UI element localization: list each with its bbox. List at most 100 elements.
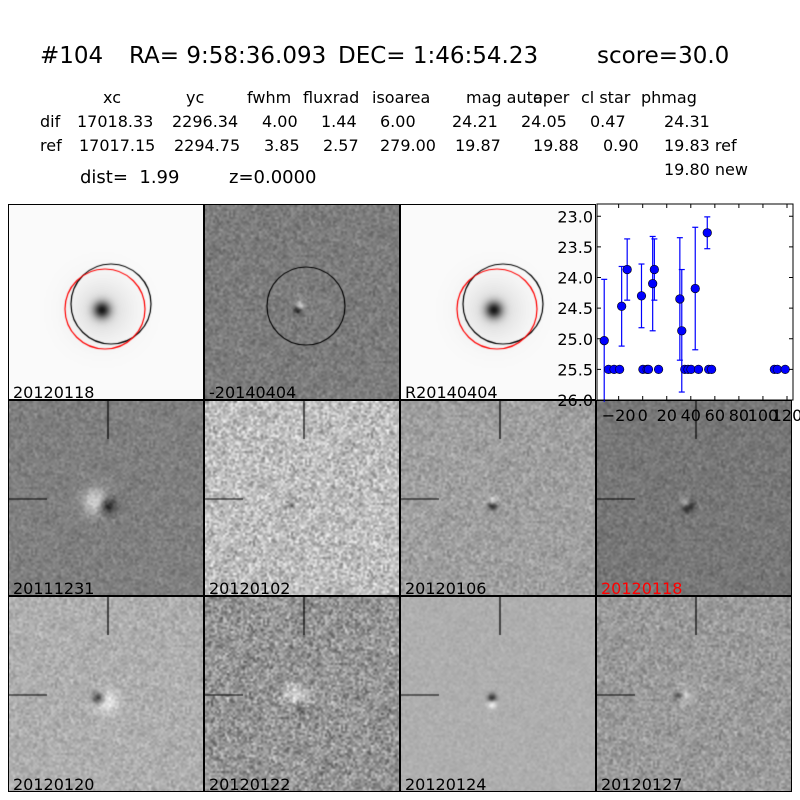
image-stamp: 20120102 (204, 400, 400, 596)
stamp-date-label: 20120102 (209, 579, 291, 596)
x-tick-label: 40 (681, 406, 701, 425)
image-stamp: 20120124 (400, 596, 596, 792)
stamp-date-label: 20111231 (13, 579, 95, 596)
row-value: 4.00 (262, 112, 298, 131)
stamp-image (597, 401, 791, 595)
data-point (599, 335, 609, 346)
data-point (677, 326, 687, 336)
data-point (690, 283, 700, 294)
z-value: z=0.0000 (229, 167, 317, 188)
stamp-image (9, 205, 203, 399)
score-value: score=30.0 (597, 43, 730, 69)
data-point (706, 364, 717, 374)
x-tick-label: 80 (729, 406, 749, 425)
stamp-date-label: 20120118 (13, 383, 95, 400)
row-value: 17017.15 (79, 136, 156, 155)
stamp-image (401, 401, 595, 595)
data-point (702, 228, 712, 238)
data-point (615, 364, 625, 374)
column-header: isoarea (372, 88, 431, 107)
column-header: mag auto (466, 88, 543, 107)
image-stamp: 20120122 (204, 596, 400, 792)
image-stamp: 20120127 (596, 596, 792, 792)
image-stamp: 20120118 (8, 204, 204, 400)
y-tick-label: 24.0 (557, 269, 593, 288)
row-value: 2.57 (323, 136, 359, 155)
row-value: 6.00 (380, 112, 416, 131)
row-label: ref (40, 136, 62, 155)
row-value: 24.21 (452, 112, 498, 131)
data-point (772, 364, 782, 374)
stamp-date-label: 20120118 (601, 579, 683, 596)
column-header: phmag (641, 88, 697, 107)
dec-value: DEC= 1:46:54.23 (338, 43, 539, 69)
row-value: 24.31 (664, 112, 710, 131)
y-tick-label: 25.5 (557, 360, 593, 379)
stamp-date-label: R20140404 (405, 383, 498, 400)
stamp-image (205, 597, 399, 791)
image-stamp: 20120118 (596, 400, 792, 596)
stamp-date-label: 20120120 (13, 775, 95, 792)
data-point (617, 301, 627, 311)
y-tick-label: 23.0 (557, 207, 593, 226)
row-value: 2296.34 (172, 112, 239, 131)
image-stamp: 20120106 (400, 400, 596, 596)
ra-value: RA= 9:58:36.093 (129, 43, 327, 69)
phmag-new: 19.80 new (664, 160, 748, 179)
data-point (653, 364, 664, 374)
row-value: 0.47 (590, 112, 626, 131)
stamp-date-label: 20120124 (405, 775, 487, 792)
row-value: 3.85 (264, 136, 300, 155)
image-stamp: -20140404 (204, 204, 400, 400)
data-point (675, 294, 685, 304)
column-header: cl star (581, 88, 631, 107)
image-stamp: R20140404 (400, 204, 596, 400)
x-tick-label: 120 (772, 406, 800, 425)
x-tick-label: 60 (705, 406, 725, 425)
light-curve-chart: 23.0 23.5 24.0 24.5 25.0 25.5 26.0 −20 0 20 40 60 80… (557, 203, 800, 425)
dist-value: dist= 1.99 (80, 167, 180, 188)
stamp-date-label: 20120127 (601, 775, 683, 792)
stamp-date-label: 20120106 (405, 579, 487, 596)
candidate-id: #104 (40, 43, 104, 69)
data-point (649, 264, 659, 275)
image-stamp: 20120120 (8, 596, 204, 792)
stamp-date-label: -20140404 (209, 383, 297, 400)
data-point (643, 364, 654, 374)
row-value: 1.44 (321, 112, 357, 131)
plot-frame (596, 203, 794, 401)
image-stamp: 20111231 (8, 400, 204, 596)
stamp-image (597, 597, 791, 791)
stamp-image (9, 401, 203, 595)
stamp-image (401, 597, 595, 791)
y-tick-label: 25.0 (557, 330, 593, 349)
stamp-image (205, 205, 399, 399)
row-value: 19.87 (455, 136, 501, 155)
x-tick-label: −20 (602, 406, 636, 425)
column-header: fwhm (247, 88, 292, 107)
column-header: yc (186, 88, 205, 107)
y-tick-label: 26.0 (557, 391, 593, 410)
column-header: xc (103, 88, 121, 107)
row-value: 24.05 (521, 112, 567, 131)
x-tick-label: 20 (657, 406, 677, 425)
row-value: 0.90 (603, 136, 639, 155)
row-value: 17018.33 (77, 112, 154, 131)
data-point (636, 291, 647, 301)
y-tick-label: 23.5 (557, 238, 593, 257)
stamp-image (205, 401, 399, 595)
row-value: 2294.75 (174, 136, 241, 155)
row-value: 19.83 ref (664, 136, 737, 155)
x-tick-label: 100 (748, 406, 779, 425)
stamp-date-label: 20120122 (209, 775, 291, 792)
row-value: 279.00 (380, 136, 436, 155)
data-point (780, 364, 790, 374)
column-header: aper (533, 88, 570, 107)
stamp-image (401, 205, 595, 399)
x-tick-label: 0 (638, 406, 648, 425)
data-point (622, 264, 632, 275)
row-label: dif (40, 112, 61, 131)
row-value: 19.88 (533, 136, 579, 155)
data-point (648, 279, 658, 289)
